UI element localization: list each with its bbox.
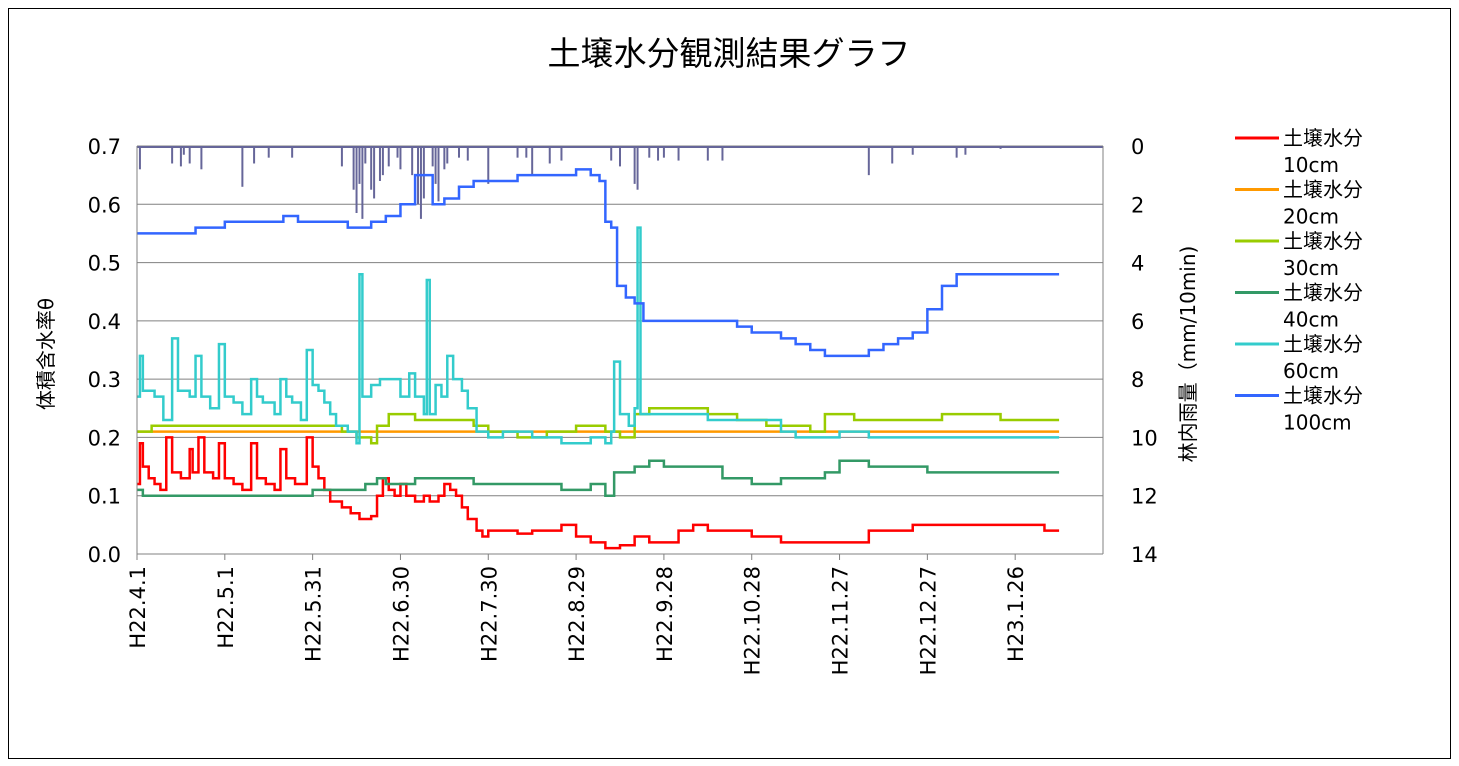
series-line [137,459,1060,497]
y-tick-label: 0.3 [88,368,121,392]
legend-item: 土壌水分 20cm [1235,178,1363,229]
chart-svg: 土壌水分観測結果グラフ 0.0 0.1 0.2 0.3 0.4 0.5 0.6 0.7 0 2 4 6… [34,34,1363,675]
legend-label-depth: 60cm [1283,359,1339,383]
legend-label-depth: 40cm [1283,308,1339,332]
legend-item: 土壌水分 10cm [1235,126,1363,177]
legend-item: 土壌水分 30cm [1235,229,1363,280]
x-tick-label: H22.4.1 [126,566,150,649]
y-tick-label: 0.7 [88,135,121,159]
series-line [137,168,1060,358]
legend-label: 土壌水分 [1283,178,1363,202]
y2-tick-label: 10 [1131,426,1158,450]
y-axis-label: 体積含水率θ [34,298,58,410]
x-tick-label: H22.9.28 [653,566,677,662]
series-line [137,436,1060,550]
legend-item: 土壌水分 60cm [1235,332,1363,383]
series-line [137,226,1060,445]
y-tick-label: 0.0 [88,543,121,567]
series-lines [137,168,1060,550]
y2-tick-label: 2 [1131,193,1144,217]
y-tick-label: 0.1 [88,485,121,509]
legend-label: 土壌水分 [1283,281,1363,305]
y2-tick-label: 14 [1131,543,1158,567]
legend-label-depth: 10cm [1283,153,1339,177]
y2-axis-label: 林内雨量（mm/10min) [1176,246,1200,463]
legend-label-depth: 30cm [1283,256,1339,280]
y2-tick-label: 0 [1131,135,1144,159]
chart-frame: 土壌水分観測結果グラフ 0.0 0.1 0.2 0.3 0.4 0.5 0.6 0.7 0 2 4 6… [8,8,1451,759]
rainfall-series [137,146,1103,219]
legend-label: 土壌水分 [1283,229,1363,253]
y2-tick-label: 4 [1131,252,1144,276]
legend-item: 土壌水分 40cm [1235,281,1363,332]
x-tick-label: H23.1.26 [1004,566,1028,662]
y2-tick-label: 12 [1131,485,1158,509]
y-tick-label: 0.5 [88,252,121,276]
y2-tick-label: 6 [1131,310,1144,334]
x-tick-label: H22.10.28 [741,566,765,675]
legend-item: 土壌水分 100cm [1235,384,1363,435]
legend-label-depth: 100cm [1283,411,1352,435]
chart-title: 土壌水分観測結果グラフ [548,34,911,73]
x-tick-label: H22.5.31 [302,566,326,662]
y-tick-label: 0.4 [88,310,121,334]
legend-label: 土壌水分 [1283,126,1363,150]
legend-label: 土壌水分 [1283,384,1363,408]
x-tick-label: H22.8.29 [565,566,589,662]
series-line [137,407,1060,445]
x-tick-label: H22.5.1 [214,566,238,649]
legend: 土壌水分10cm土壌水分20cm土壌水分30cm土壌水分40cm土壌水分60cm… [1235,126,1363,435]
legend-label: 土壌水分 [1283,332,1363,356]
x-tick-label: H22.6.30 [389,566,413,662]
x-tick-label: H22.7.30 [477,566,501,662]
y-tick-label: 0.6 [88,193,121,217]
y-tick-label: 0.2 [88,426,121,450]
x-tick-label: H22.11.27 [829,566,853,675]
y2-tick-label: 8 [1131,368,1144,392]
legend-label-depth: 20cm [1283,205,1339,229]
x-tick-label: H22.12.27 [916,566,940,675]
axes: 0.0 0.1 0.2 0.3 0.4 0.5 0.6 0.7 0 2 4 6 8 10 12 14 H22.4… [88,135,1158,675]
grid [137,145,1103,555]
